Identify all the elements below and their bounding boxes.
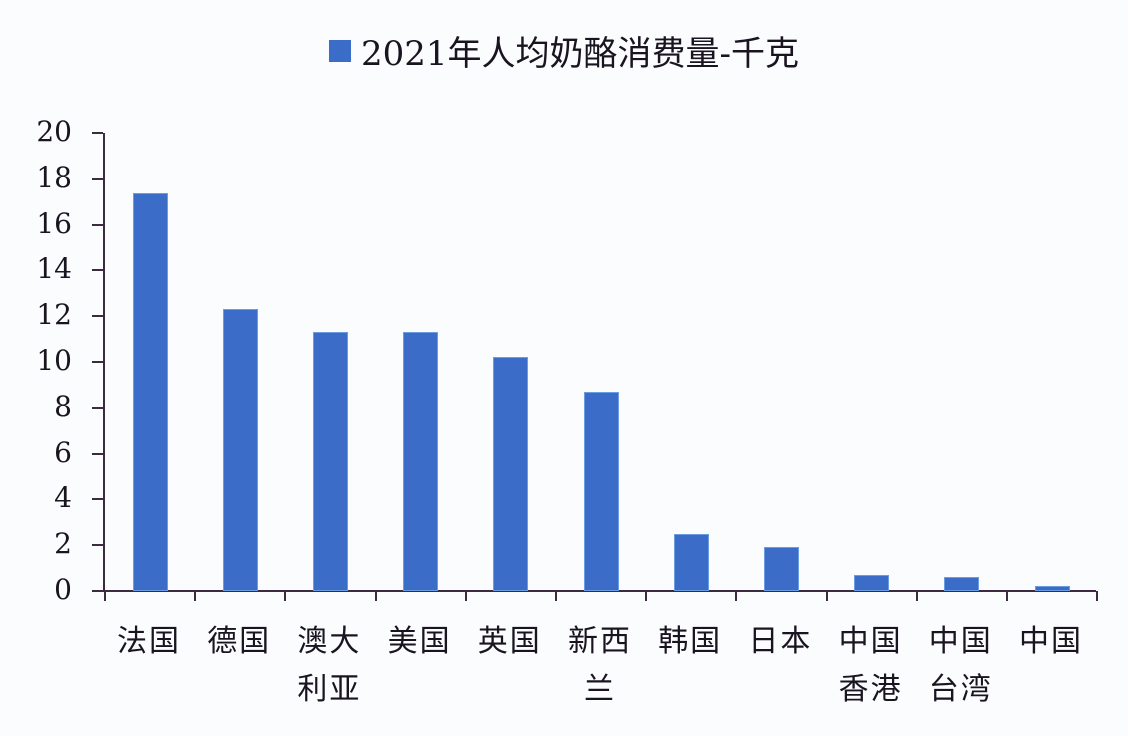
bar [854,574,890,591]
y-tick-mark [92,452,103,455]
x-label-line1: 日本 [748,624,813,659]
x-label-line1: 英国 [477,624,542,659]
x-tick-mark [194,591,197,601]
x-tick-mark [374,591,377,601]
bar [132,192,168,591]
y-tick-label: 2 [54,527,72,561]
y-tick-label: 4 [54,481,72,515]
x-tick-mark [915,591,918,601]
x-tick-mark [645,591,648,601]
x-label-line1: 德国 [207,624,272,659]
y-tick-label: 16 [36,206,72,240]
x-label-line1: 中国 [1019,624,1083,659]
y-axis-line [103,133,105,592]
bar [403,332,439,591]
x-label-line1: 法国 [117,624,181,659]
bar [313,332,348,591]
x-tick-label: 法国 [104,618,194,666]
x-tick-mark [284,591,287,601]
y-tick-label: 14 [36,252,72,286]
legend-label: 2021年人均奶酪消费量-千克 [360,34,799,74]
y-tick-label: 20 [36,115,72,148]
y-tick-label: 12 [36,298,72,332]
bar [764,547,799,591]
x-tick-label: 中国 香港 [826,618,916,714]
chart-legend: 2021年人均奶酪消费量-千克 [0,26,1128,75]
x-tick-label: 中国 [1006,618,1096,666]
x-label-line2: 兰 [584,672,616,707]
x-tick-label: 美国 [375,618,465,666]
x-tick-label: 德国 [194,618,284,666]
x-label-line1: 韩国 [658,624,723,659]
x-tick-mark [825,591,828,601]
legend-swatch [328,39,351,62]
x-label-line2: 香港 [838,672,903,707]
y-tick-mark [92,315,103,318]
x-tick-mark [555,591,557,601]
bar [222,309,258,591]
y-tick-mark [92,544,103,547]
x-tick-label: 澳大 利亚 [284,618,374,714]
y-tick-mark [92,177,103,180]
y-tick-mark [92,590,103,592]
bar [583,391,619,591]
y-tick-mark [92,132,103,134]
y-tick-label: 10 [36,344,72,377]
x-axis-line [103,590,1096,592]
bar [673,533,709,591]
x-label-line1: 中国 [928,624,993,659]
y-tick-label: 0 [54,573,72,606]
x-label-line1: 美国 [387,624,452,659]
x-tick-label: 日本 [735,618,825,666]
y-tick-mark [92,406,103,409]
y-tick-label: 8 [54,389,72,423]
x-label-line1: 新西 [568,624,632,659]
x-tick-label: 新西兰 [555,618,645,714]
x-tick-mark [735,591,738,601]
x-label-line2: 台湾 [928,672,993,707]
x-label-line1: 中国 [838,624,903,659]
y-tick-mark [92,269,103,272]
x-tick-mark [1096,591,1099,601]
x-tick-label: 中国 台湾 [916,618,1006,714]
y-tick-label: 18 [36,160,72,194]
bar [944,577,980,591]
x-label-line2: 利亚 [297,672,362,707]
x-tick-mark [1006,591,1008,601]
x-tick-mark [104,591,106,601]
y-tick-mark [92,498,103,501]
y-tick-mark [92,361,103,363]
y-tick-label: 6 [54,435,72,469]
x-tick-label: 英国 [465,618,555,666]
x-tick-label: 韩国 [645,618,735,666]
y-tick-mark [92,223,103,226]
bar [493,357,529,591]
x-tick-mark [464,591,467,601]
x-label-line1: 澳大 [297,624,362,659]
bar [1034,586,1070,591]
